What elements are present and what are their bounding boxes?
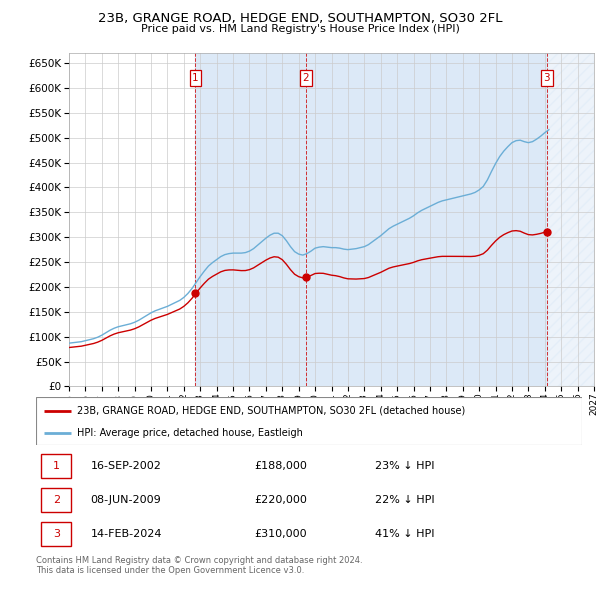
Text: 16-SEP-2002: 16-SEP-2002 <box>91 461 161 471</box>
Text: £220,000: £220,000 <box>254 495 307 505</box>
Text: 23B, GRANGE ROAD, HEDGE END, SOUTHAMPTON, SO30 2FL: 23B, GRANGE ROAD, HEDGE END, SOUTHAMPTON… <box>98 12 502 25</box>
Text: 08-JUN-2009: 08-JUN-2009 <box>91 495 161 505</box>
Text: 2: 2 <box>53 495 60 505</box>
Text: £188,000: £188,000 <box>254 461 307 471</box>
Text: 23B, GRANGE ROAD, HEDGE END, SOUTHAMPTON, SO30 2FL (detached house): 23B, GRANGE ROAD, HEDGE END, SOUTHAMPTON… <box>77 405 465 415</box>
Text: 1: 1 <box>53 461 60 471</box>
FancyBboxPatch shape <box>41 487 71 512</box>
Bar <box>547 53 594 386</box>
Text: 23% ↓ HPI: 23% ↓ HPI <box>374 461 434 471</box>
Bar <box>196 53 547 386</box>
Text: 1: 1 <box>192 73 199 83</box>
Text: Contains HM Land Registry data © Crown copyright and database right 2024.
This d: Contains HM Land Registry data © Crown c… <box>36 556 362 575</box>
Text: 3: 3 <box>544 73 550 83</box>
Text: 3: 3 <box>53 529 60 539</box>
Text: HPI: Average price, detached house, Eastleigh: HPI: Average price, detached house, East… <box>77 428 303 438</box>
Text: Price paid vs. HM Land Registry's House Price Index (HPI): Price paid vs. HM Land Registry's House … <box>140 24 460 34</box>
Text: 22% ↓ HPI: 22% ↓ HPI <box>374 495 434 505</box>
FancyBboxPatch shape <box>41 522 71 546</box>
Text: 2: 2 <box>302 73 309 83</box>
Text: 14-FEB-2024: 14-FEB-2024 <box>91 529 162 539</box>
Text: 41% ↓ HPI: 41% ↓ HPI <box>374 529 434 539</box>
FancyBboxPatch shape <box>41 454 71 478</box>
Text: £310,000: £310,000 <box>254 529 307 539</box>
